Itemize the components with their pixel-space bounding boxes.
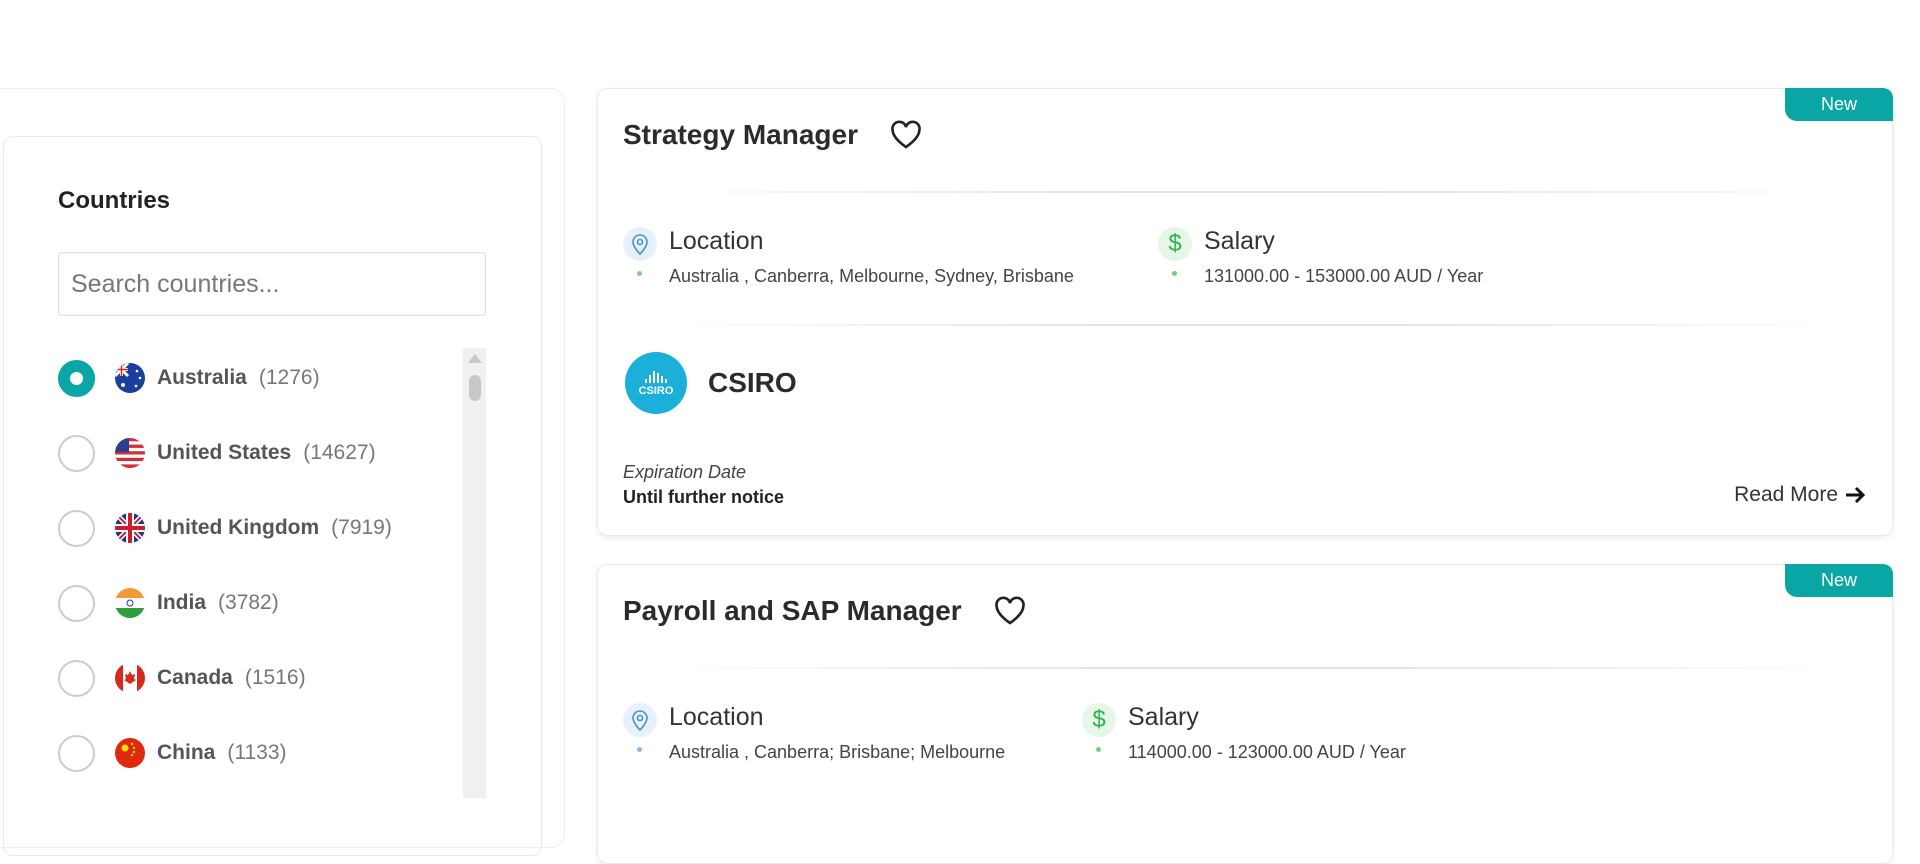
search-countries-input[interactable] [58,252,486,316]
country-item-india[interactable]: India (3782) [58,583,458,623]
country-item-canada[interactable]: Canada (1516) [58,658,458,698]
location-label: Location [669,227,764,255]
uk-flag-icon [115,513,145,543]
country-count: (14627) [303,441,376,464]
job-title[interactable]: Payroll and SAP Manager [623,595,962,626]
country-name: United Kingdom [157,516,320,539]
job-title[interactable]: Strategy Manager [623,119,858,150]
heart-icon[interactable] [890,120,922,150]
canada-flag-icon [115,663,145,693]
country-item-china[interactable]: China (1133) [58,733,458,773]
location-info: Location Australia , Canberra, Melbourne,… [623,227,1074,287]
countries-heading: Countries [58,187,171,214]
radio[interactable] [58,734,95,772]
location-label: Location [669,703,764,731]
country-name: Australia [157,366,247,389]
job-card[interactable]: New Payroll and SAP Manager Location Aust… [597,564,1893,864]
location-value: Australia , Canberra; Brisbane; Melbourn… [669,742,1006,762]
radio-selected[interactable] [58,359,95,397]
location-pin-icon [623,227,657,276]
company-logo: CSIRO [625,352,687,414]
country-name: United States [157,441,292,464]
location-value: Australia , Canberra, Melbourne, Sydney,… [669,266,1074,286]
location-info: Location Australia , Canberra; Brisbane; … [623,703,1005,763]
countries-scrollbar[interactable] [463,348,486,798]
country-count: (1516) [244,666,306,689]
country-item-australia[interactable]: Australia (1276) [58,358,458,398]
us-flag-icon [115,438,145,468]
new-badge: New [1785,564,1893,597]
new-badge: New [1785,88,1893,121]
country-name: China [157,741,216,764]
arrow-right-icon [1846,486,1866,504]
country-name: India [157,591,207,614]
country-name: Canada [157,666,233,689]
divider [658,191,1842,193]
salary-info: $ Salary 114000.00 - 123000.00 AUD / Year [1082,703,1406,763]
salary-label: Salary [1204,227,1275,255]
country-count: (7919) [331,516,392,539]
country-item-united-kingdom[interactable]: United Kingdom (7919) [58,508,458,548]
expiration-label: Expiration Date [623,462,747,482]
australia-flag-icon [115,363,145,393]
scroll-up-icon[interactable] [468,354,482,363]
india-flag-icon [115,588,145,618]
dollar-icon: $ [1158,227,1192,276]
salary-value: 114000.00 - 123000.00 AUD / Year [1128,742,1406,762]
heart-icon[interactable] [994,596,1026,626]
expiration-value: Until further notice [623,487,784,507]
dollar-icon: $ [1082,703,1116,752]
divider [658,324,1842,326]
job-card[interactable]: New Strategy Manager Location Australia ,… [597,88,1893,536]
country-count: (1133) [227,741,287,764]
radio[interactable] [58,584,95,622]
salary-info: $ Salary 131000.00 - 153000.00 AUD / Year [1158,227,1483,287]
salary-label: Salary [1128,703,1199,731]
read-more-link[interactable]: Read More [1734,483,1866,507]
location-pin-icon [623,703,657,752]
scrollbar-thumb[interactable] [469,375,481,401]
radio[interactable] [58,434,95,472]
country-count: (3782) [218,591,279,614]
china-flag-icon [115,738,145,768]
country-count: (1276) [258,366,320,389]
divider [658,667,1842,669]
radio[interactable] [58,509,95,547]
country-item-united-states[interactable]: United States (14627) [58,433,458,473]
company-name: CSIRO [708,367,797,398]
radio[interactable] [58,659,95,697]
salary-value: 131000.00 - 153000.00 AUD / Year [1204,266,1484,286]
